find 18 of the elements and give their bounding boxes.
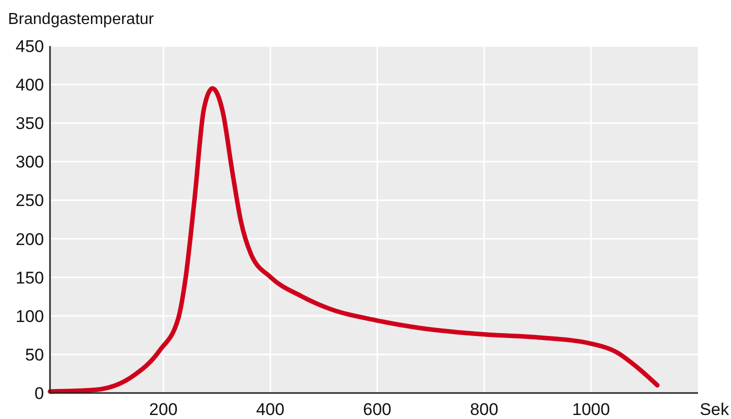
x-tick-label: 600 [363, 400, 392, 419]
y-tick-label: 100 [16, 306, 44, 326]
x-tick-label: 800 [470, 400, 498, 419]
x-tick-label: 200 [149, 400, 178, 419]
y-tick-label: 400 [16, 76, 44, 95]
y-tick-label: 150 [16, 268, 44, 288]
line-series [48, 86, 660, 394]
y-tick-label: 300 [16, 152, 44, 172]
x-tick-label: 1000 [572, 400, 610, 419]
x-axis-title: Sek [700, 400, 730, 419]
y-tick-label: 450 [16, 37, 44, 56]
y-tick-label: 0 [34, 384, 44, 403]
y-tick-label: 350 [16, 114, 44, 134]
x-tick-label: 400 [256, 400, 284, 419]
y-tick-label: 250 [16, 191, 44, 210]
y-tick-label: 50 [25, 345, 44, 364]
y-tick-label: 200 [16, 230, 44, 249]
y-axis-title: Brandgastemperatur [8, 11, 155, 28]
